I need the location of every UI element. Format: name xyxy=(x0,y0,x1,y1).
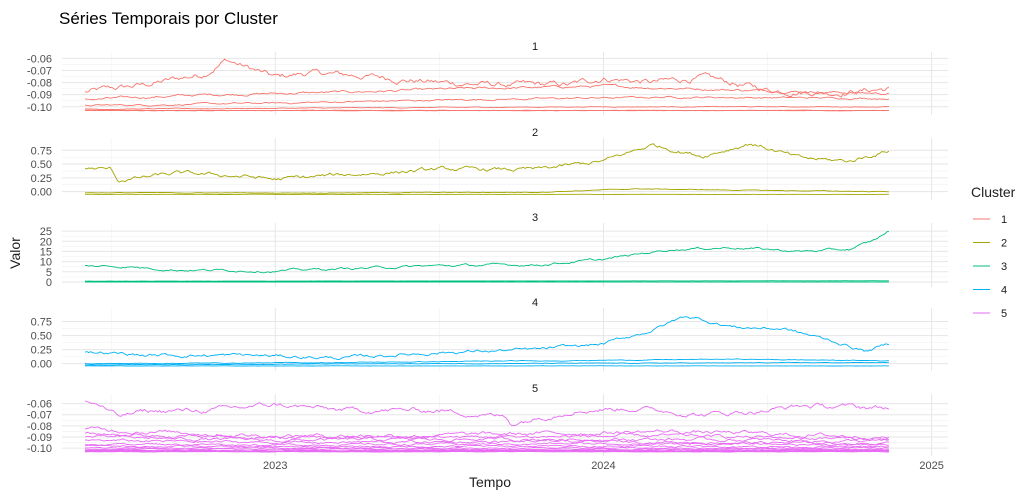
y-tick-label: 25 xyxy=(40,226,52,238)
y-tick-label: 0.75 xyxy=(31,145,52,157)
x-axis-label: Tempo xyxy=(469,474,511,490)
y-tick-label: 0.25 xyxy=(31,345,52,357)
chart-title: Séries Temporais por Cluster xyxy=(59,9,278,28)
y-tick-label: -0.08 xyxy=(27,421,52,433)
series-line xyxy=(85,188,889,194)
y-tick-label: 0.00 xyxy=(31,187,52,199)
facet-strip-label: 1 xyxy=(532,41,538,53)
y-tick-label: 5 xyxy=(46,267,52,279)
y-tick-label: -0.09 xyxy=(27,432,52,444)
y-tick-label: -0.08 xyxy=(27,78,52,90)
legend-label: 3 xyxy=(1001,261,1007,273)
legend-item-5: 5 xyxy=(973,308,1007,320)
x-tick-label: 2023 xyxy=(263,460,287,472)
facet-panel-5: 5 -0.06-0.07-0.08-0.09-0.10 xyxy=(27,383,948,456)
y-tick-label: 0.75 xyxy=(31,317,52,329)
y-tick-label: 0 xyxy=(46,277,52,289)
series-line xyxy=(84,444,889,449)
y-tick-label: 10 xyxy=(40,257,52,269)
series-line xyxy=(84,83,890,101)
y-tick-label: 0.25 xyxy=(31,173,52,185)
series-line xyxy=(84,434,890,444)
y-tick-label: -0.07 xyxy=(27,66,52,78)
facet-panel-4: 4 0.00 0.25 0.50 0.75 xyxy=(31,297,948,371)
series-line xyxy=(84,358,889,365)
y-tick-label: 0.50 xyxy=(31,159,52,171)
y-tick-label: -0.06 xyxy=(27,399,52,411)
legend-item-2: 2 xyxy=(973,238,1007,250)
y-tick-label: -0.06 xyxy=(27,53,52,65)
y-tick-label: -0.10 xyxy=(27,443,52,455)
facet-panel-2: 2 0.00 0.25 0.50 0.75 xyxy=(31,127,948,200)
series-line xyxy=(84,95,890,107)
series-line xyxy=(84,143,890,183)
series-line xyxy=(84,441,889,447)
series-line xyxy=(84,448,889,451)
series-line xyxy=(84,105,889,111)
legend-title: Cluster xyxy=(971,184,1016,200)
series-line xyxy=(85,361,889,366)
y-tick-label: 20 xyxy=(40,236,52,248)
series-line xyxy=(84,58,890,98)
legend-item-1: 1 xyxy=(973,214,1007,226)
x-tick-label: 2024 xyxy=(591,460,615,472)
facet-strip-label: 3 xyxy=(532,212,538,224)
legend-label: 1 xyxy=(1001,214,1007,226)
legend-label: 4 xyxy=(1001,285,1007,297)
y-tick-label: -0.09 xyxy=(27,90,52,102)
y-tick-label: 0.50 xyxy=(31,331,52,343)
y-tick-label: -0.07 xyxy=(27,410,52,422)
legend-label: 2 xyxy=(1001,238,1007,250)
legend-item-4: 4 xyxy=(973,285,1007,297)
series-line xyxy=(84,451,889,453)
facet-strip-label: 5 xyxy=(532,383,538,395)
legend-label: 5 xyxy=(1001,308,1007,320)
legend: Cluster 1 2 3 4 5 xyxy=(971,184,1016,320)
facet-strip-label: 4 xyxy=(532,297,538,309)
x-axis-ticks: 2023 2024 2025 xyxy=(263,460,944,472)
x-tick-label: 2025 xyxy=(919,460,943,472)
series-line xyxy=(84,280,889,282)
series-line xyxy=(84,400,890,427)
y-tick-label: 15 xyxy=(40,246,52,258)
facet-strip-label: 2 xyxy=(532,127,538,139)
series-line xyxy=(85,438,889,446)
y-tick-label: 0.00 xyxy=(31,359,52,371)
y-tick-label: -0.10 xyxy=(27,102,52,114)
facet-panels: 1-0.06-0.07-0.08-0.09-0.1020.000.250.500… xyxy=(27,41,948,456)
y-axis-label: Valor xyxy=(7,237,23,269)
facet-panel-1: 1 -0.06-0.07-0.08-0.09-0.10 xyxy=(27,41,948,115)
legend-item-3: 3 xyxy=(973,261,1007,273)
series-line xyxy=(84,230,889,274)
series-line xyxy=(84,316,890,361)
series-line xyxy=(84,431,890,441)
series-line xyxy=(85,109,889,112)
